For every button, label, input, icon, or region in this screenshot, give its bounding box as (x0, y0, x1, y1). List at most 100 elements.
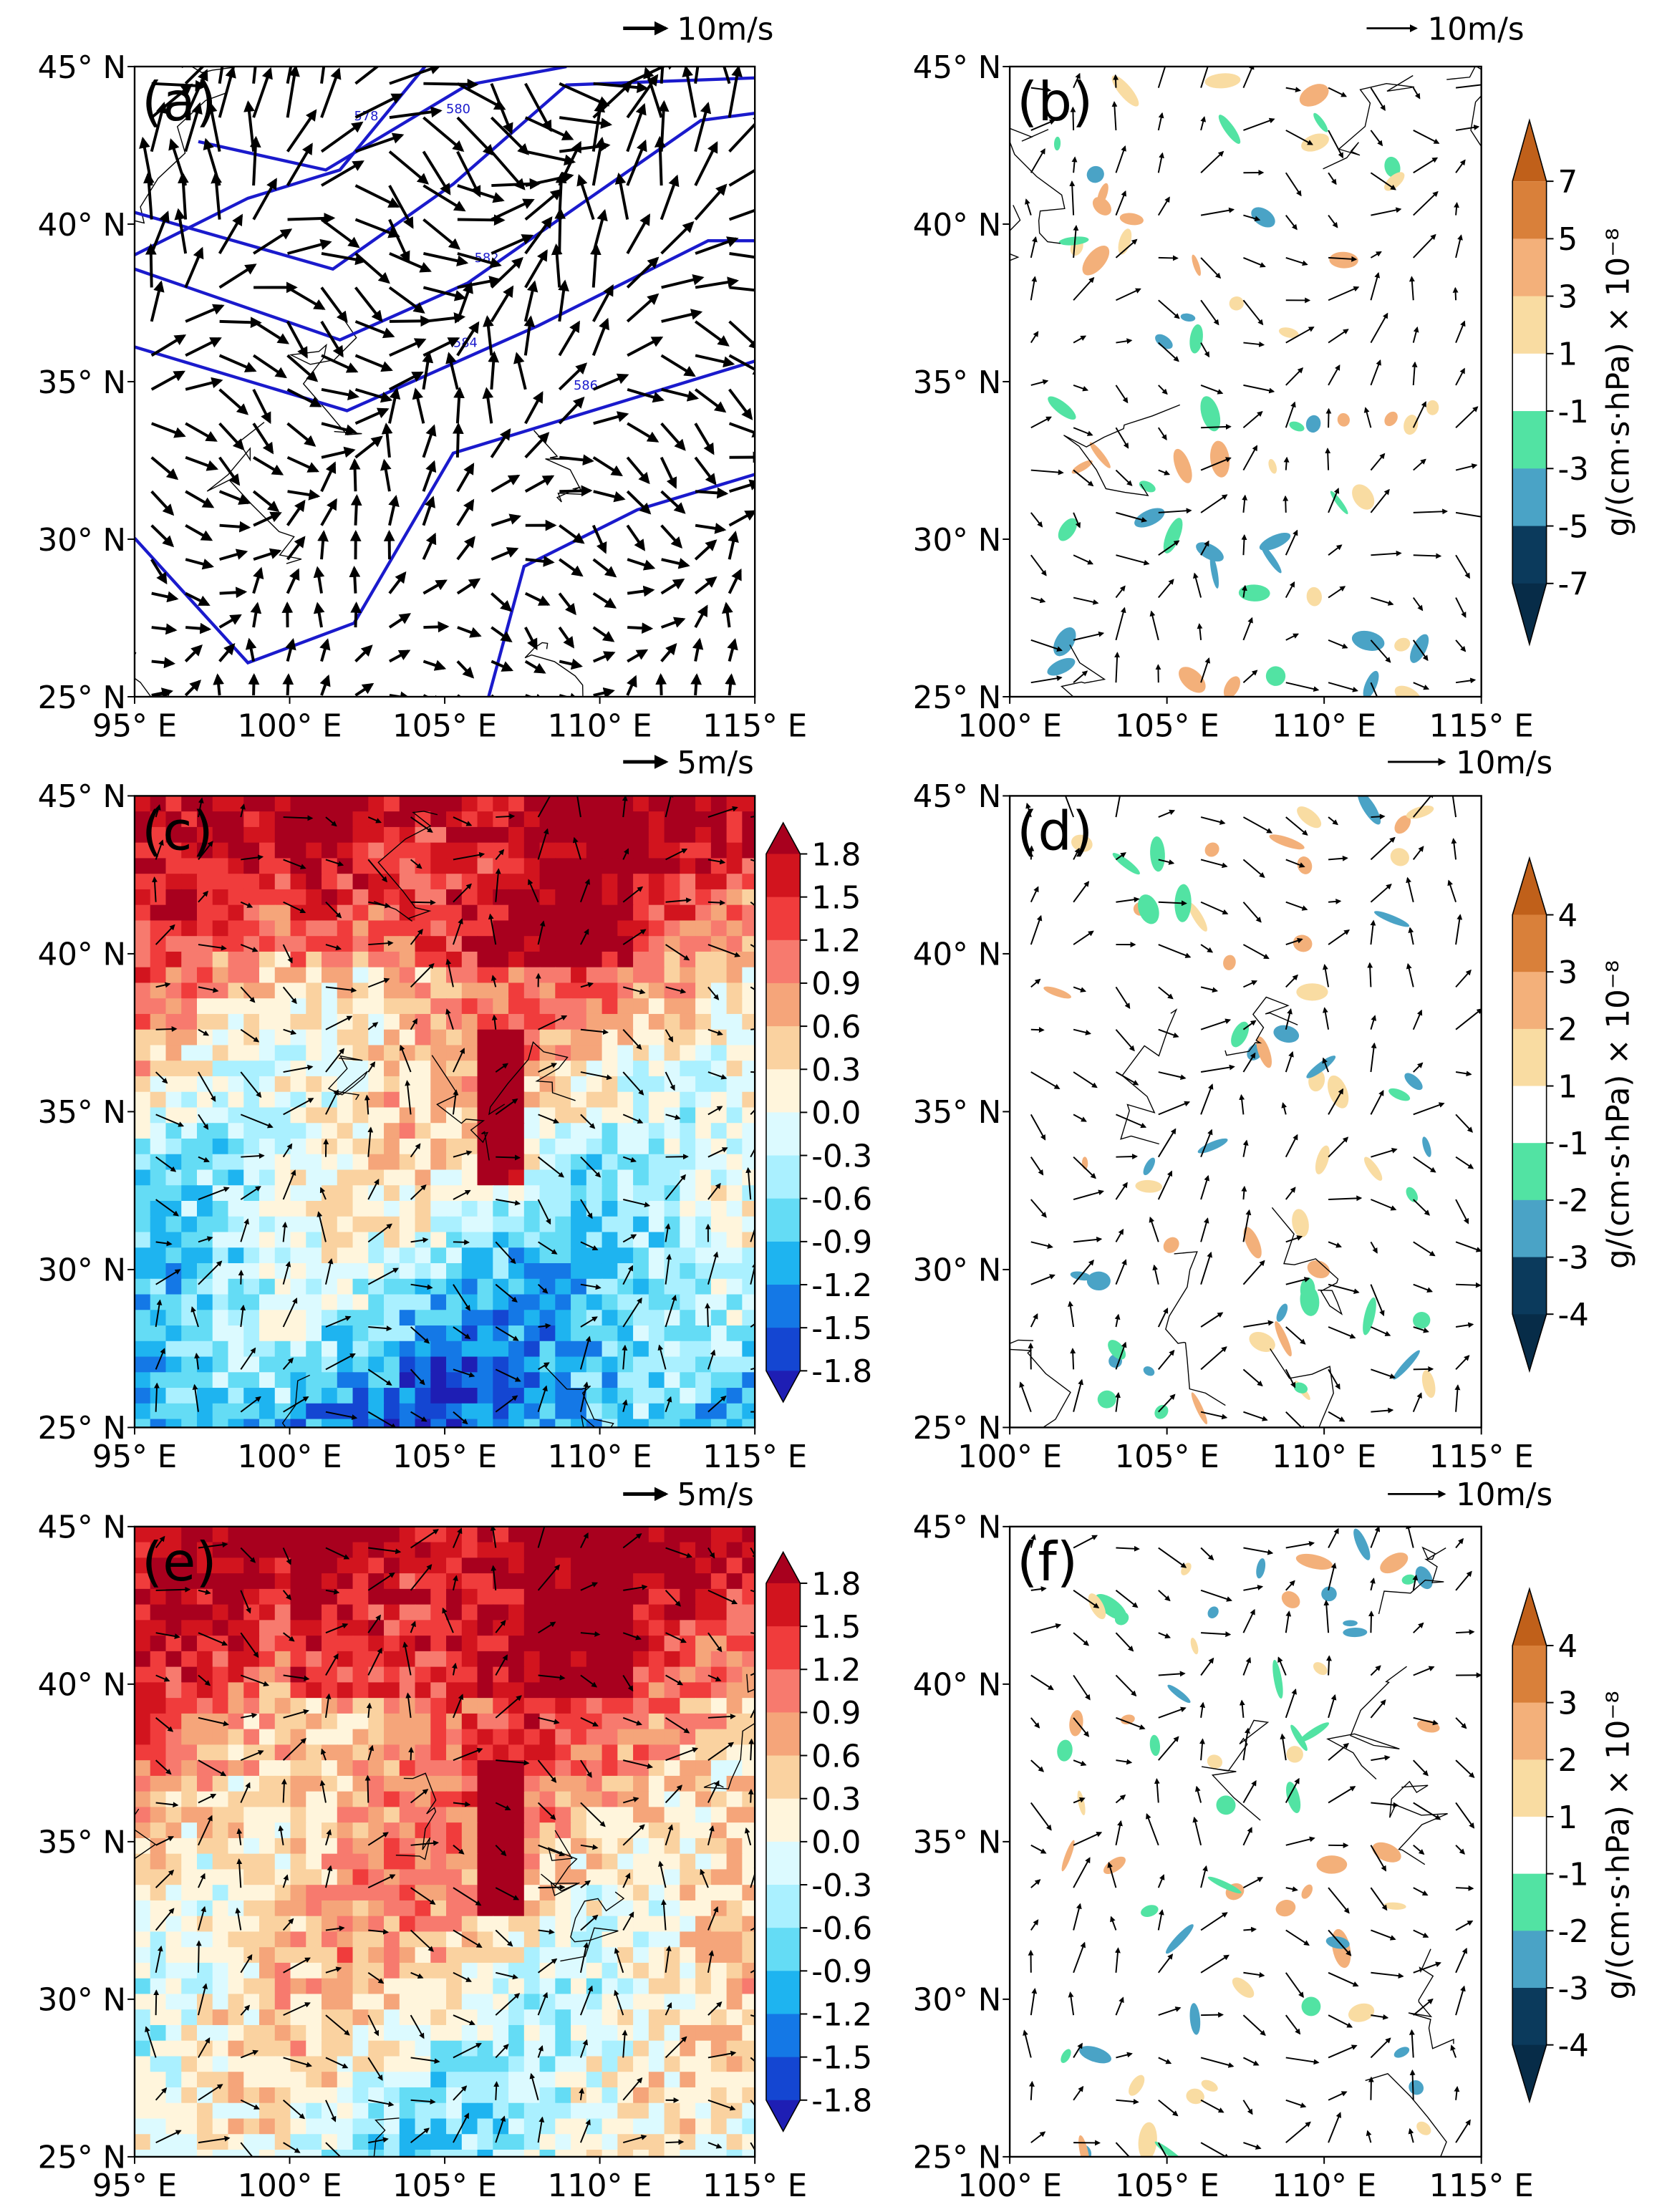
contour-label: 578 (354, 109, 379, 124)
field-cell (695, 1310, 712, 1327)
wind-vector (1115, 607, 1126, 641)
field-cell (430, 1061, 448, 1077)
field-cell (633, 1045, 649, 1062)
field-cell (648, 1076, 665, 1093)
field-cell (196, 1713, 213, 1730)
wind-vector (695, 236, 739, 255)
field-cell (150, 982, 167, 1000)
field-cell (399, 904, 416, 922)
field-cell (508, 1822, 525, 1839)
field-cell (695, 1200, 712, 1217)
field-cell (446, 1372, 463, 1389)
field-cell (446, 982, 463, 1000)
field-cell (290, 842, 307, 859)
field-cell (181, 1713, 198, 1730)
wind-vector (1115, 238, 1138, 259)
field-cell (617, 1994, 634, 2011)
wind-vector (250, 602, 262, 628)
field-cell (477, 1403, 494, 1420)
field-cell (306, 1278, 323, 1295)
field-cell (430, 1853, 448, 1870)
field-cell (274, 1853, 291, 1870)
field-cell (259, 1356, 276, 1373)
field-cell (196, 1744, 213, 1762)
field-cell (555, 904, 572, 922)
colorbar-tick-label: -1.8 (811, 2084, 872, 2120)
field-cell (633, 998, 649, 1015)
field-cell (165, 1760, 183, 1777)
field-cell (602, 1729, 619, 1746)
wind-vector (1030, 331, 1039, 344)
field-cell (617, 1682, 634, 1699)
field-cell (446, 842, 463, 859)
field-cell (165, 826, 183, 844)
field-cell (150, 1900, 167, 1917)
field-cell (633, 1372, 649, 1389)
field-cell (617, 1542, 634, 1559)
field-cell (555, 1076, 572, 1093)
field-cell (602, 1744, 619, 1762)
field-cell (523, 796, 541, 813)
wind-vector (286, 143, 313, 187)
wind-vector (1069, 180, 1076, 216)
field-cell (134, 858, 151, 875)
field-cell (742, 998, 755, 1015)
wind-vector (1328, 87, 1348, 97)
wind-vector (1243, 214, 1261, 222)
field-cell (368, 1216, 385, 1233)
wind-vector (1030, 554, 1047, 576)
field-cell (523, 1419, 541, 1428)
field-cell (274, 1076, 291, 1093)
field-cell (274, 2118, 291, 2135)
field-cell (306, 1573, 323, 1590)
field-cell (633, 2149, 649, 2157)
field-cell (477, 1013, 494, 1030)
field-cell (586, 1947, 603, 1964)
wind-vector (456, 150, 481, 198)
field-cell (571, 1341, 587, 1358)
field-cell (493, 1775, 510, 1792)
field-cell (415, 1666, 432, 1684)
field-cell (337, 1294, 354, 1311)
field-cell (555, 1154, 572, 1171)
field-cell (384, 2056, 400, 2073)
field-cell (306, 1760, 323, 1777)
wind-vector (422, 579, 448, 595)
field-cell (726, 1651, 743, 1668)
y-tick-label: 35° N (913, 1095, 1001, 1131)
field-cell (680, 1169, 697, 1187)
field-cell (274, 967, 291, 984)
wind-vector (728, 66, 743, 118)
field-cell (196, 1247, 213, 1265)
field-cell (742, 951, 755, 968)
field-cell (633, 1154, 649, 1171)
field-cell (196, 1061, 213, 1077)
field-cell (196, 1388, 213, 1404)
field-blob (1200, 396, 1221, 432)
field-cell (368, 1994, 385, 2011)
field-cell (430, 1666, 448, 1684)
field-cell (726, 1775, 743, 1792)
field-cell (228, 826, 245, 844)
wind-vector (320, 121, 364, 153)
field-cell (555, 1123, 572, 1139)
field-cell (664, 1853, 681, 1870)
wind-vector (1116, 511, 1148, 523)
field-cell (664, 1232, 681, 1249)
wind-vector (1158, 385, 1168, 395)
wind-vector (558, 396, 585, 425)
field-cell (322, 904, 338, 922)
field-cell (742, 1807, 755, 1824)
field-cell (259, 2009, 276, 2026)
wind-vector (592, 373, 629, 391)
field-cell (664, 1013, 681, 1030)
field-cell (493, 1962, 510, 1979)
wind-vector (1111, 101, 1118, 130)
field-cell (680, 1029, 697, 1046)
field-cell (555, 1916, 572, 1933)
field-cell (555, 858, 572, 875)
field-cell (181, 2149, 198, 2157)
field-cell (384, 1651, 400, 1668)
wind-vector (1455, 84, 1482, 89)
field-cell (274, 2072, 291, 2088)
